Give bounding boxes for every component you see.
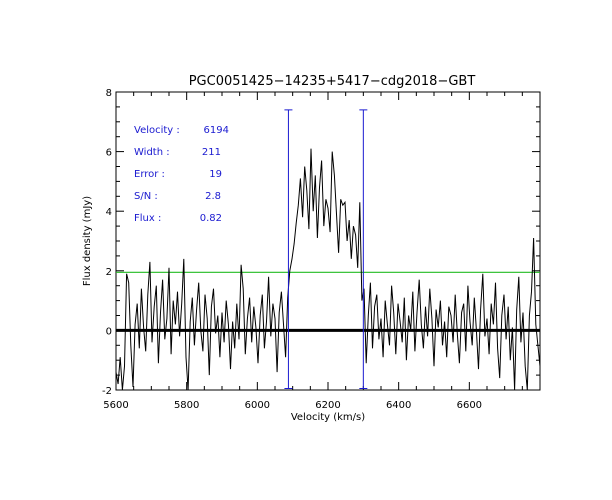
chart-title: PGC0051425−14235+5417−cdg2018−GBT (189, 74, 476, 89)
annotation-velocity-value: 6194 (204, 125, 229, 136)
axis-tick-labels: 5600 5800 6000 6200 6400 6600 -2 0 2 4 6 8 (102, 88, 482, 411)
annotation-error-label: Error : (134, 169, 165, 180)
y-tick-label: 8 (106, 88, 112, 99)
annotation-flux-value: 0.82 (200, 213, 222, 224)
annotation-velocity-label: Velocity : (134, 125, 180, 136)
x-tick-label: 6200 (315, 400, 340, 411)
x-axis-label: Velocity (km/s) (291, 412, 365, 423)
annotation-error-value: 19 (209, 169, 222, 180)
x-tick-label: 6600 (457, 400, 482, 411)
x-tick-label: 6400 (386, 400, 411, 411)
annotation-sn-label: S/N : (134, 191, 158, 202)
annotation-block: Velocity : 6194 Width : 211 Error : 19 S… (134, 125, 229, 224)
axis-ticks (115, 91, 541, 391)
y-tick-label: 6 (106, 148, 112, 159)
y-tick-label: 0 (106, 326, 112, 337)
x-tick-label: 6000 (245, 400, 270, 411)
velocity-markers (284, 109, 368, 390)
x-tick-label: 5600 (103, 400, 128, 411)
y-tick-label: -2 (102, 386, 112, 397)
y-tick-label: 4 (106, 207, 112, 218)
annotation-flux-label: Flux : (134, 213, 161, 224)
annotation-width-label: Width : (134, 147, 170, 158)
annotation-width-value: 211 (202, 147, 221, 158)
plot-frame (115, 91, 541, 391)
y-tick-label: 2 (106, 267, 112, 278)
x-tick-label: 5800 (174, 400, 199, 411)
y-axis-label: Flux density (mJy) (82, 196, 93, 286)
spectrum-line (115, 148, 541, 391)
annotation-sn-value: 2.8 (205, 191, 221, 202)
